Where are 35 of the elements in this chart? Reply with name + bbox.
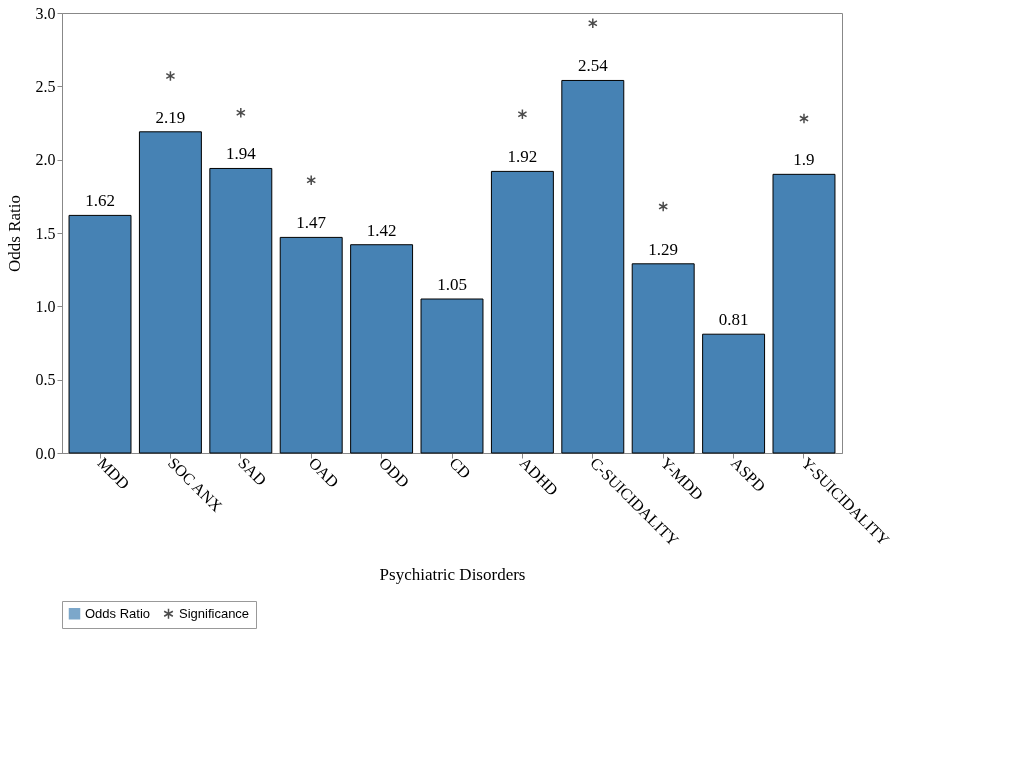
y-tick-label: 2.0: [35, 151, 56, 169]
x-axis-title: Psychiatric Disorders: [379, 565, 526, 585]
bar: [279, 236, 343, 454]
legend-label: Odds Ratio: [85, 605, 151, 621]
x-tick-label: CD: [446, 454, 475, 482]
bar: [631, 263, 695, 454]
data-label: 1.9: [793, 150, 815, 170]
data-label: 1.29: [648, 239, 679, 259]
bar: [420, 298, 484, 454]
bar: [772, 173, 836, 454]
bar: [209, 167, 273, 454]
data-label: 1.94: [225, 144, 257, 164]
data-label: 1.05: [437, 275, 467, 294]
legend-label: Significance: [179, 605, 250, 621]
data-label: 1.47: [296, 213, 327, 233]
y-axis-title: Odds Ratio: [4, 195, 24, 272]
y-tick-label: 1.0: [35, 297, 56, 315]
data-label: 2.19: [155, 107, 186, 127]
y-tick-label: 0.5: [35, 371, 56, 389]
y-tick-label: 0.0: [35, 444, 56, 462]
bar: [702, 333, 766, 454]
bar: [490, 170, 554, 454]
bar: [138, 131, 202, 454]
x-tick-label: SAD: [235, 454, 270, 489]
data-label: 0.81: [718, 310, 749, 330]
y-tick-label: 2.5: [35, 77, 56, 95]
data-label: 1.92: [507, 147, 538, 167]
y-tick-label: 3.0: [35, 4, 56, 22]
bar: [350, 244, 414, 454]
bar: [68, 214, 132, 454]
data-label: 1.42: [366, 220, 397, 240]
data-label: 1.62: [85, 191, 115, 211]
y-tick-label: 1.5: [35, 224, 56, 242]
data-label: 2.54: [577, 56, 609, 76]
bar: [561, 79, 625, 454]
